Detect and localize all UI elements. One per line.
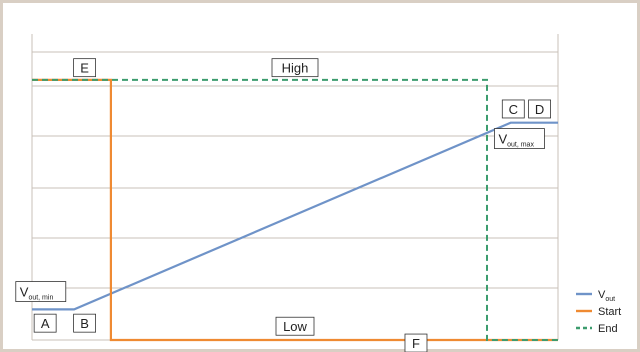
label-f-text: F bbox=[412, 336, 420, 351]
label-a: A bbox=[33, 313, 57, 333]
annotations: A B C D E F High Low Vout, min Vout, max bbox=[15, 58, 551, 352]
vout-max-box bbox=[494, 128, 545, 149]
label-d-text: D bbox=[535, 102, 544, 117]
label-c-text: C bbox=[509, 102, 518, 117]
series-lines bbox=[32, 78, 558, 342]
legend: Vout Start End bbox=[576, 289, 621, 335]
series-line-start bbox=[32, 78, 558, 342]
label-c-box bbox=[501, 99, 525, 119]
series-line-v bbox=[32, 121, 558, 311]
label-e-box bbox=[73, 58, 96, 78]
label-c: C bbox=[501, 99, 525, 119]
label-b: B bbox=[73, 313, 96, 333]
label-a-box bbox=[33, 313, 57, 333]
label-f: F bbox=[404, 333, 428, 352]
label-low-text: Low bbox=[283, 319, 307, 334]
series-line-end bbox=[32, 78, 558, 341]
label-b-box bbox=[73, 313, 96, 333]
vout-max: Vout, max bbox=[494, 128, 545, 149]
label-b-text: B bbox=[80, 316, 89, 331]
vout-min: Vout, min bbox=[15, 281, 67, 302]
label-f-box bbox=[404, 333, 428, 352]
label-high-text: High bbox=[282, 61, 309, 76]
label-high: High bbox=[271, 58, 319, 78]
label-high-box bbox=[271, 58, 319, 78]
label-d-box bbox=[528, 99, 551, 119]
legend-label-end: End bbox=[598, 323, 618, 335]
label-low: Low bbox=[275, 316, 315, 336]
label-e: E bbox=[73, 58, 96, 78]
label-a-text: A bbox=[41, 316, 50, 331]
label-e-text: E bbox=[80, 61, 89, 76]
vout-max-subscript: out, max bbox=[507, 142, 534, 149]
vout-min-box bbox=[15, 281, 67, 302]
vout-min-subscript: out, min bbox=[28, 295, 53, 302]
legend-label-v: Vout bbox=[598, 289, 615, 303]
legend-label-start: Start bbox=[598, 306, 621, 318]
label-d: D bbox=[528, 99, 551, 119]
label-low-box bbox=[275, 316, 315, 336]
